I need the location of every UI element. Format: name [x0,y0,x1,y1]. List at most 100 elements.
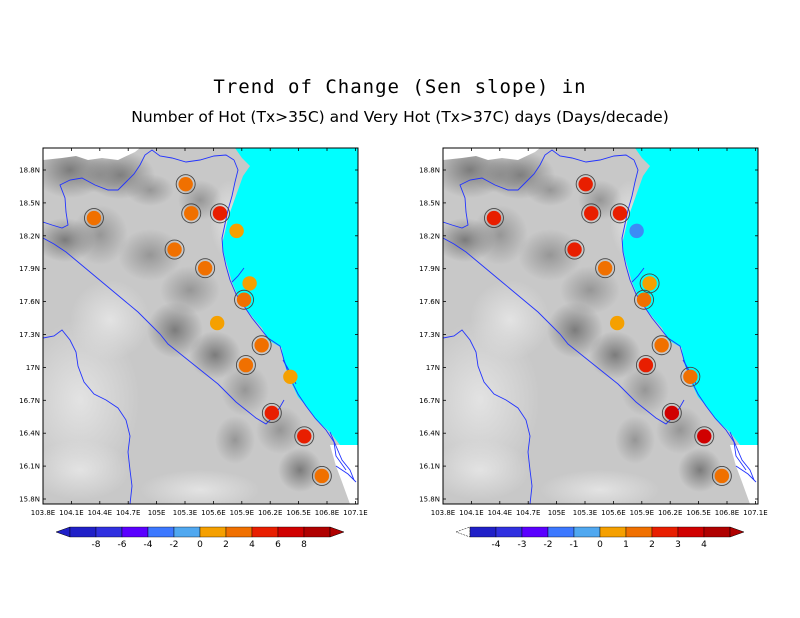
lon-label: 106.5E [286,509,310,517]
very-hot-days-map: 18.8N 18.5N 18.2N 17.9N 17.6N 17.3N 17N 16.7N 16… [419,147,768,550]
terrain-shade [518,229,582,281]
lat-label: 17N [26,364,40,372]
station-ring [635,355,656,376]
colorbar-swatch [303,526,331,538]
station-ring [251,335,272,356]
map-frame [442,147,759,505]
station-marker [612,206,628,221]
station-marker [178,176,193,192]
lon-label: 105.3E [573,509,597,517]
station-marker [636,292,652,307]
terrain-shade [589,331,641,379]
lowland-shade [43,440,130,500]
station-marker [664,405,680,421]
hot-days-map: 18.8N 18.5N 18.2N 17.9N 17.6N 17.3N 17N 16.7N 16… [19,147,368,550]
lat-label: 17.6N [419,298,440,306]
station-marker [297,429,312,444]
terrain-shade [615,416,655,464]
colorbar-swatch [469,526,497,538]
lon-label: 107.1E [343,509,367,517]
station-ring [311,466,332,486]
lon-label: 105E [148,509,166,517]
lon-label: 105E [548,509,566,517]
station-marker [184,206,199,221]
terrain-shade [278,448,322,492]
lon-label: 107.1E [743,509,767,517]
lon-label: 104.1E [59,509,83,517]
terrain-shade [621,364,669,416]
station-ring [575,174,596,195]
station-ring [694,426,715,447]
colorbar-label: 4 [249,540,255,550]
colorbar-arrow-left [455,526,471,538]
station-ring [564,239,585,260]
station-marker [283,369,298,384]
lat-label: 16.4N [19,430,40,438]
lowland-shade [70,280,150,360]
station-ring [651,335,672,356]
colorbar-swatch [251,526,279,538]
terrain-shade [70,157,130,193]
station-ring [84,208,104,228]
colorbar-swatch [703,526,731,538]
lat-label: 15.8N [19,496,40,504]
terrain-shade [526,174,574,206]
station-marker [314,468,330,484]
station-marker [229,223,244,239]
lowland-shade [140,470,260,504]
station-marker [264,405,280,421]
lon-label: 105.9E [630,509,654,517]
station-marker [638,357,654,373]
colorbar-label: -1 [570,540,579,550]
terrain-shade [72,205,128,265]
lon-label: 106.2E [258,509,282,517]
lowland-shade [443,440,530,500]
lat-label: 17.9N [419,265,440,273]
station-ring [261,403,282,423]
colorbar-swatch [121,526,149,538]
colorbar-label: 2 [223,540,229,550]
lat-label: 17N [426,364,440,372]
station-marker [486,210,502,226]
colorbar-swatch [599,526,627,538]
colorbar-label: 1 [623,540,629,550]
station-ring [634,289,654,310]
station-marker [242,276,257,291]
station-ring [234,289,254,310]
station-marker [567,242,582,257]
lat-label: 16.7N [19,397,40,405]
colorbar-swatch [495,526,523,538]
lon-label: 104.4E [488,509,512,517]
colorbar-label: -6 [118,540,127,550]
station-ring [164,239,185,260]
lowland-shade [540,470,660,504]
lon-label: 105.6E [601,509,625,517]
lon-label: 104.4E [88,509,112,517]
colorbar-arrow-right [329,526,345,538]
colorbar-label: -3 [518,540,527,550]
colorbar-swatch [199,526,227,538]
colorbar-swatch [95,526,123,538]
lon-label: 106.8E [715,509,739,517]
colorbar-label: -4 [492,540,501,550]
station-marker [209,315,225,331]
colorbar-label: 6 [275,540,281,550]
lat-label: 17.6N [19,298,40,306]
colorbar-swatch [173,526,201,538]
terrain-shade [472,205,528,265]
lat-label: 18.5N [19,199,40,207]
colorbar-swatch [277,526,305,538]
station-ring [294,426,315,447]
station-ring [235,355,256,376]
colorbar-label: -2 [170,540,179,550]
colorbar-label: 4 [701,540,707,550]
colorbar-arrow-left [55,526,71,538]
terrain-shade [215,416,255,464]
lon-label: 104.7E [516,509,540,517]
station-marker [697,429,712,444]
hot-days-colorbar: -8 -6 -4 -2 0 2 4 6 8 [55,526,345,550]
terrain-shade [678,448,722,492]
station-ring [680,366,701,387]
terrain-shade [189,331,241,379]
